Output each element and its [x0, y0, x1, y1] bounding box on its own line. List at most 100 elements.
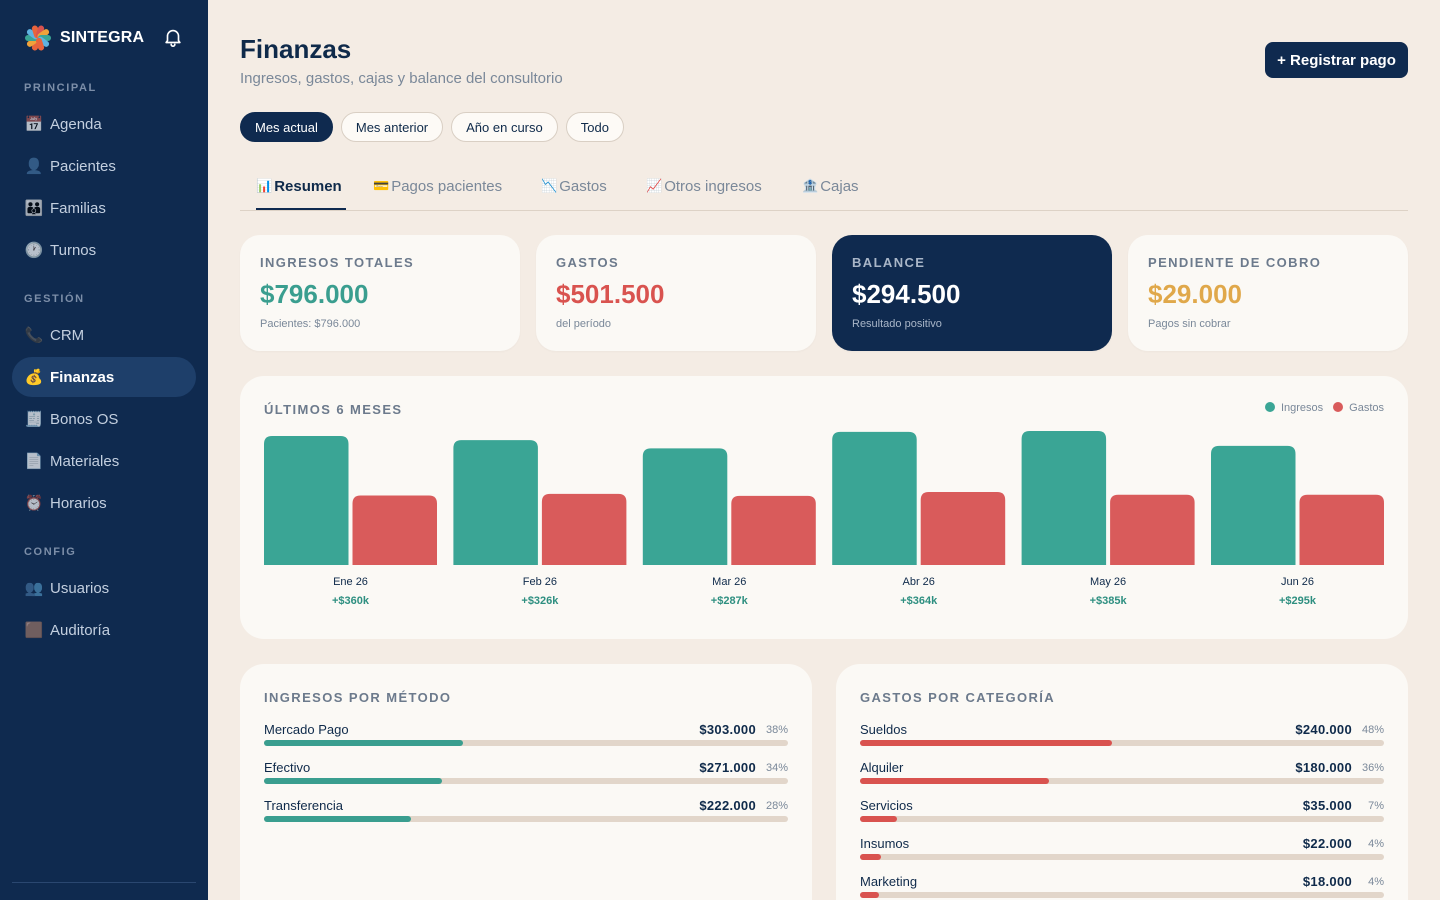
row-name: Mercado Pago — [264, 722, 349, 737]
chart-net-label: +$287k — [711, 595, 749, 607]
sidebar: SINTEGRA PRINCIPAL 📅 Agenda 👤 Pacientes 👪 Fami… — [0, 0, 208, 900]
sidebar-item-usuarios[interactable]: 👥 Usuarios — [12, 568, 196, 608]
sidebar-item-bonos-os[interactable]: 🧾 Bonos OS — [12, 399, 196, 439]
register-payment-button[interactable]: + Registrar pago — [1265, 42, 1408, 78]
stat-label: PENDIENTE DE COBRO — [1148, 255, 1322, 270]
sidebar-section-gestion: GESTIÓN — [24, 293, 85, 305]
tab-cajas[interactable]: 🏦 Cajas — [802, 178, 859, 210]
row-name: Efectivo — [264, 760, 311, 775]
stat-card-ingresos-totales: INGRESOS TOTALES $796.000 Pacientes: $796.… — [240, 235, 520, 351]
brand-name: SINTEGRA — [60, 29, 145, 46]
bar-gastos-mar-26 — [731, 495, 816, 565]
progress-fill — [860, 816, 897, 822]
bar-gastos-ene-26 — [352, 495, 437, 565]
monthly-bar-chart: Ene 26 +$360k Feb 26 +$326k Mar 26 +$287k Abr … — [264, 431, 1384, 607]
row-name: Insumos — [860, 836, 910, 851]
tab-resumen[interactable]: 📊 Resumen — [256, 178, 346, 210]
filter-mes-actual[interactable]: Mes actual — [240, 112, 333, 142]
stat-note: Pagos sin cobrar — [1148, 318, 1231, 330]
breakdown-row-alquiler: Alquiler $180.000 36% — [860, 760, 1384, 788]
progress-track — [860, 778, 1384, 784]
row-amount: $18.000 — [1302, 874, 1352, 889]
sidebar-item-turnos[interactable]: 🕐 Turnos — [12, 230, 196, 270]
bar-ingresos-feb-26 — [453, 440, 538, 565]
stat-card-pendiente-de-cobro: PENDIENTE DE COBRO $29.000 Pagos sin cobra… — [1128, 235, 1408, 351]
bank-icon: 🏦 — [802, 178, 819, 193]
sidebar-section-principal: PRINCIPAL — [24, 82, 97, 94]
row-percent: 7% — [1368, 800, 1384, 812]
bar-ingresos-jun-26 — [1211, 445, 1296, 565]
sidebar-item-crm[interactable]: 📞 CRM — [12, 315, 196, 355]
stat-value: $29.000 — [1148, 279, 1242, 309]
row-name: Alquiler — [860, 760, 904, 775]
chart-net-label: +$385k — [1090, 595, 1128, 607]
sidebar-item-agenda[interactable]: 📅 Agenda — [12, 104, 196, 144]
progress-track — [860, 740, 1384, 746]
row-name: Sueldos — [860, 722, 907, 737]
sidebar-item-horarios[interactable]: ⏰ Horarios — [12, 483, 196, 523]
sidebar-item-materiales[interactable]: 📄 Materiales — [12, 441, 196, 481]
chart-title: ÚLTIMOS 6 MESES — [264, 402, 403, 417]
row-percent: 4% — [1368, 838, 1384, 850]
chart-category-label: Feb 26 — [523, 576, 557, 588]
family-icon: 👪 — [24, 200, 44, 217]
breakdown-row-insumos: Insumos $22.000 4% — [860, 836, 1384, 864]
bar-gastos-may-26 — [1110, 494, 1195, 565]
filter-todo[interactable]: Todo — [565, 112, 624, 142]
sidebar-divider — [12, 882, 196, 883]
clock-icon: 🕐 — [24, 242, 44, 259]
breakdown-row-sueldos: Sueldos $240.000 48% — [860, 722, 1384, 750]
row-percent: 48% — [1361, 724, 1384, 736]
row-amount: $22.000 — [1302, 836, 1352, 851]
stat-label: INGRESOS TOTALES — [260, 255, 415, 270]
tab-label: Gastos — [559, 178, 607, 195]
income-by-method-card: INGRESOS POR MÉTODO Mercado Pago $303.000… — [240, 664, 812, 900]
filter-ano-en-curso[interactable]: Año en curso — [451, 112, 558, 142]
row-amount: $271.000 — [699, 760, 756, 775]
chart-up-icon: 📈 — [646, 178, 663, 193]
period-filters: Mes actual Mes anterior Año en curso Todo — [240, 112, 624, 142]
row-amount: $180.000 — [1295, 760, 1352, 775]
legend-expenses: Gastos — [1333, 402, 1384, 414]
notifications-bell-icon[interactable] — [162, 26, 184, 48]
filter-mes-anterior[interactable]: Mes anterior — [340, 112, 444, 142]
progress-track — [264, 740, 788, 746]
main-content: Finanzas Ingresos, gastos, cajas y balan… — [240, 0, 1408, 900]
stat-card-gastos: GASTOS $501.500 del período — [536, 235, 816, 351]
breakdown-row-servicios: Servicios $35.000 7% — [860, 798, 1384, 826]
chart-legend: Ingresos Gastos — [1264, 402, 1384, 414]
chart-net-label: +$326k — [521, 595, 559, 607]
row-percent: 34% — [765, 762, 788, 774]
chart-category-label: Ene 26 — [333, 576, 368, 588]
card-icon: 💳 — [373, 178, 390, 193]
brand[interactable]: SINTEGRA — [24, 22, 184, 54]
row-percent: 28% — [765, 800, 788, 812]
sidebar-item-pacientes[interactable]: 👤 Pacientes — [12, 146, 196, 186]
sidebar-item-label: Usuarios — [50, 579, 110, 597]
bar-ingresos-mar-26 — [642, 448, 728, 565]
stat-note: Pacientes: $796.000 — [260, 318, 361, 330]
tab-label: Resumen — [274, 178, 342, 195]
sidebar-item-auditoria[interactable]: 🟫 Auditoría — [12, 610, 196, 650]
monthly-chart-card: ÚLTIMOS 6 MESES Ingresos Gastos Ene 26 +$… — [240, 376, 1408, 639]
audit-icon: 🟫 — [24, 622, 44, 639]
sidebar-item-familias[interactable]: 👪 Familias — [12, 188, 196, 228]
chart-net-label: +$360k — [332, 595, 370, 607]
breakdown-row-efectivo: Efectivo $271.000 34% — [264, 760, 788, 788]
progress-fill — [860, 892, 879, 898]
sidebar-item-label: CRM — [50, 326, 85, 344]
sidebar-item-label: Auditoría — [50, 621, 111, 639]
stat-label: BALANCE — [852, 255, 926, 270]
sidebar-item-label: Finanzas — [50, 368, 115, 386]
stat-value: $796.000 — [260, 279, 369, 309]
chart-down-icon: 📉 — [541, 178, 558, 193]
expenses-by-category-title: GASTOS POR CATEGORÍA — [860, 690, 1056, 705]
tab-pagos-pacientes[interactable]: 💳 Pagos pacientes — [373, 178, 502, 210]
tab-otros-ingresos[interactable]: 📈 Otros ingresos — [646, 178, 762, 210]
tab-gastos[interactable]: 📉 Gastos — [541, 178, 607, 210]
legend-expenses-label: Gastos — [1349, 402, 1384, 414]
row-percent: 38% — [765, 724, 788, 736]
alarm-clock-icon: ⏰ — [24, 495, 44, 512]
sidebar-item-finanzas[interactable]: 💰 Finanzas — [12, 357, 196, 397]
income-by-method-title: INGRESOS POR MÉTODO — [264, 690, 452, 705]
